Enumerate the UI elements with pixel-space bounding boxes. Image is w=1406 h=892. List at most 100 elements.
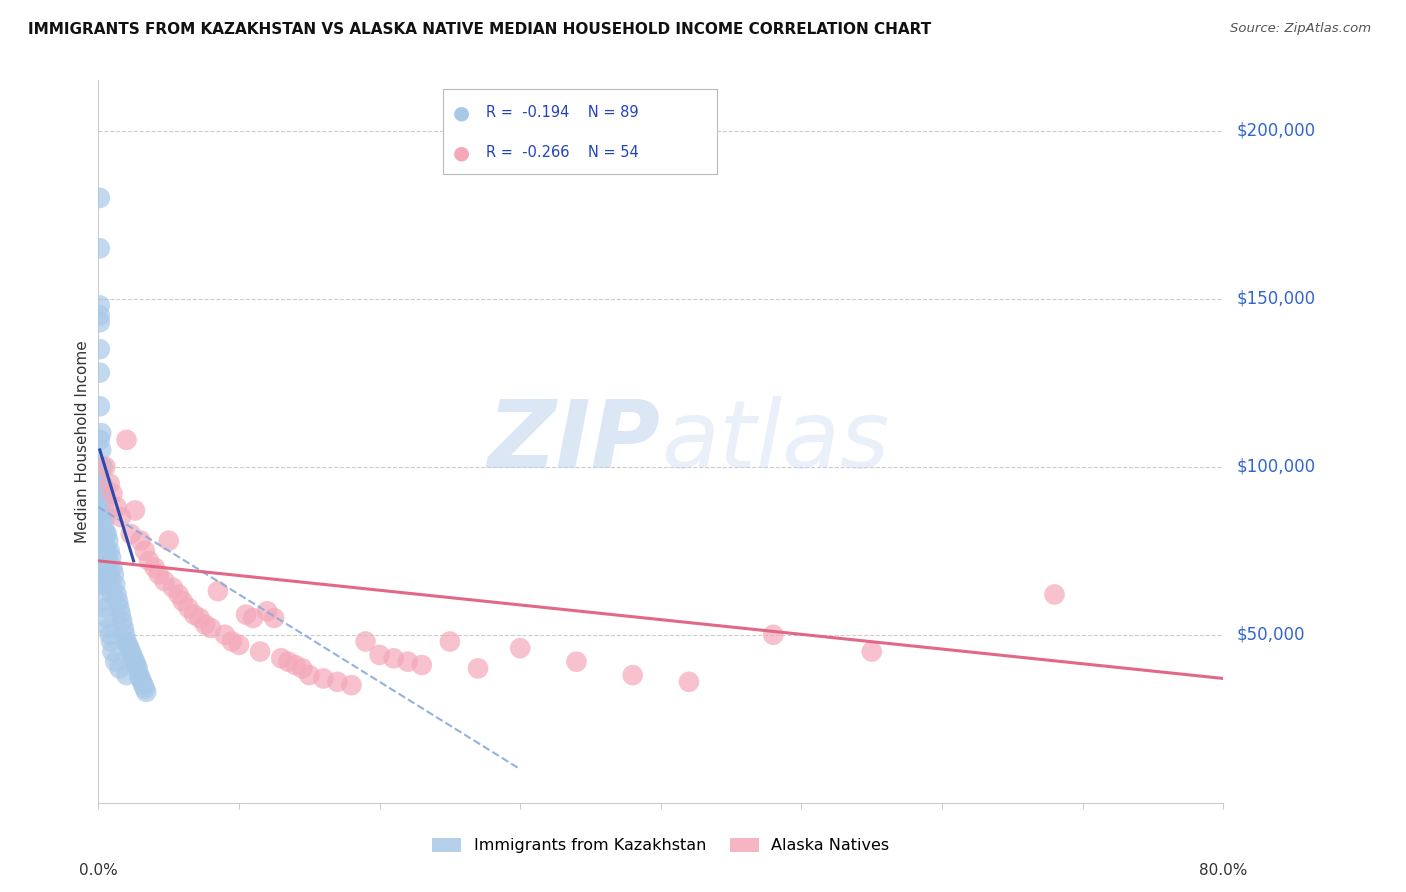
Point	[565, 655, 588, 669]
Y-axis label: Median Household Income: Median Household Income	[75, 340, 90, 543]
Text: Source: ZipAtlas.com: Source: ZipAtlas.com	[1230, 22, 1371, 36]
Point	[94, 459, 117, 474]
Point	[411, 658, 433, 673]
Point	[100, 634, 122, 648]
Point	[118, 641, 141, 656]
Point	[326, 674, 349, 689]
Point	[263, 611, 285, 625]
Point	[762, 628, 785, 642]
Point	[101, 560, 124, 574]
Point	[111, 615, 134, 629]
Point	[91, 527, 114, 541]
Point	[93, 500, 115, 514]
Point	[90, 476, 112, 491]
Point	[143, 560, 166, 574]
Point	[93, 560, 115, 574]
Point	[96, 543, 118, 558]
Text: 0.0%: 0.0%	[79, 863, 118, 879]
Point	[108, 600, 131, 615]
Point	[90, 426, 112, 441]
Point	[98, 543, 121, 558]
Point	[94, 527, 117, 541]
Point	[860, 644, 883, 658]
Point	[110, 510, 132, 524]
Point	[284, 658, 307, 673]
Point	[115, 433, 138, 447]
Point	[101, 587, 124, 601]
Point	[340, 678, 363, 692]
Point	[100, 577, 122, 591]
Point	[98, 567, 121, 582]
Point	[97, 554, 120, 568]
Point	[90, 520, 112, 534]
Point	[89, 467, 111, 481]
Point	[214, 628, 236, 642]
Point	[89, 399, 111, 413]
Point	[91, 543, 114, 558]
Point	[96, 567, 118, 582]
Text: IMMIGRANTS FROM KAZAKHSTAN VS ALASKA NATIVE MEDIAN HOUSEHOLD INCOME CORRELATION : IMMIGRANTS FROM KAZAKHSTAN VS ALASKA NAT…	[28, 22, 931, 37]
Point	[128, 668, 150, 682]
Point	[396, 655, 419, 669]
Point	[177, 600, 200, 615]
Point	[90, 527, 112, 541]
Point	[91, 459, 114, 474]
Point	[94, 510, 117, 524]
Point	[105, 500, 128, 514]
Point	[249, 644, 271, 658]
Point	[91, 510, 114, 524]
Point	[90, 459, 112, 474]
Point	[105, 587, 128, 601]
Point	[291, 661, 314, 675]
Point	[242, 611, 264, 625]
Point	[509, 641, 531, 656]
Point	[89, 433, 111, 447]
Point	[114, 628, 136, 642]
Point	[120, 644, 142, 658]
Point	[235, 607, 257, 622]
Text: ZIP: ZIP	[488, 395, 661, 488]
Point	[678, 674, 700, 689]
Point	[129, 672, 152, 686]
Point	[256, 604, 278, 618]
Point	[89, 298, 111, 312]
Point	[277, 655, 299, 669]
Point	[138, 554, 160, 568]
Point	[110, 607, 132, 622]
Legend: Immigrants from Kazakhstan, Alaska Natives: Immigrants from Kazakhstan, Alaska Nativ…	[426, 831, 896, 860]
Point	[90, 560, 112, 574]
Point	[221, 634, 243, 648]
Point	[101, 644, 124, 658]
Point	[94, 567, 117, 582]
Point	[207, 584, 229, 599]
Point	[200, 621, 222, 635]
Point	[382, 651, 405, 665]
Point	[148, 567, 170, 582]
Point	[90, 543, 112, 558]
Point	[131, 674, 153, 689]
Point	[121, 648, 143, 662]
Text: $150,000: $150,000	[1237, 290, 1316, 308]
Point	[94, 543, 117, 558]
Point	[188, 611, 211, 625]
Point	[270, 651, 292, 665]
Point	[98, 628, 121, 642]
Point	[104, 655, 127, 669]
Text: $200,000: $200,000	[1237, 121, 1316, 140]
Point	[89, 533, 111, 548]
Point	[122, 651, 145, 665]
Point	[354, 634, 377, 648]
Point	[157, 533, 180, 548]
Point	[439, 634, 461, 648]
Point	[183, 607, 205, 622]
Point	[90, 510, 112, 524]
Point	[91, 577, 114, 591]
Point	[90, 442, 112, 457]
Point	[97, 577, 120, 591]
Point	[124, 655, 146, 669]
Point	[298, 668, 321, 682]
Point	[467, 661, 489, 675]
Point	[94, 600, 117, 615]
Point	[127, 661, 149, 675]
Point	[91, 543, 114, 558]
